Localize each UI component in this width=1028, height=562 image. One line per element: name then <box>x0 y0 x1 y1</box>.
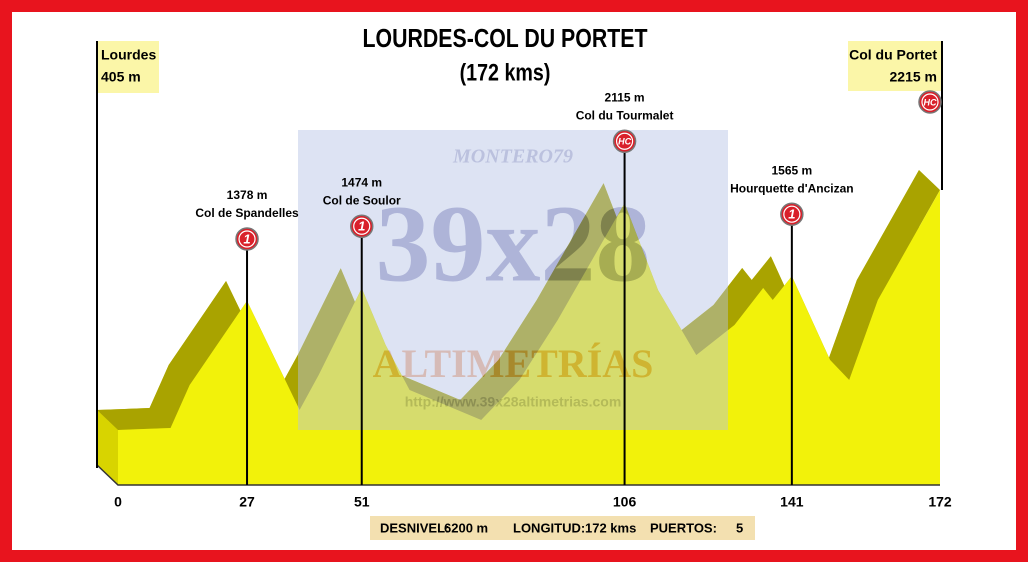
category-label: 1 <box>243 231 250 246</box>
stats-box <box>370 516 755 540</box>
end-name: Col du Portet <box>849 47 937 63</box>
end-label: 2215 m <box>890 69 937 85</box>
profile-ridge <box>97 170 940 430</box>
stat-value: 6200 m <box>444 520 488 535</box>
stat-value: 172 kms <box>585 520 636 535</box>
climb-name: Col de Soulor <box>323 193 401 207</box>
watermark-url: http://www.39x28altimetrias.com <box>405 394 622 410</box>
climb-name: Hourquette d'Ancizan <box>730 181 854 195</box>
badge-inner <box>238 230 256 248</box>
climb-elevation: 1474 m <box>341 175 382 189</box>
category-label: 1 <box>358 219 365 234</box>
watermark-bg <box>298 130 728 430</box>
stat-value: 5 <box>736 520 743 535</box>
category-label: 1 <box>788 207 795 222</box>
climb-elevation: 1565 m <box>771 163 812 177</box>
chart-subtitle: (172 kms) <box>460 58 551 85</box>
x-tick-label: 172 <box>928 494 952 510</box>
x-tick-label: 141 <box>780 494 804 510</box>
chart-title: LOURDES-COL DU PORTET <box>363 24 648 54</box>
watermark: MONTERO79 39x28 ALTIMETRÍAS http://www.3… <box>298 130 728 430</box>
climb-elevation: 2115 m <box>605 90 645 104</box>
profile-base-edge <box>96 464 940 486</box>
climb-name: Col du Tourmalet <box>576 108 674 122</box>
climb-elevation: 1378 m <box>227 188 268 202</box>
stat-label: LONGITUD: <box>513 520 585 535</box>
x-tick-label: 106 <box>613 494 637 510</box>
stat-label: PUERTOS: <box>650 520 717 535</box>
climb-name: Col de Spandelles <box>195 206 299 220</box>
start-name: Lourdes <box>101 47 156 63</box>
x-tick-label: 0 <box>114 494 122 510</box>
stat-label: DESNIVEL: <box>380 520 449 535</box>
end-box <box>848 41 942 91</box>
watermark-brand: 39x28 <box>376 182 651 304</box>
badge-inner <box>353 217 371 235</box>
badge-inner <box>921 93 939 111</box>
category-label: HC <box>924 97 937 107</box>
start-label: 405 m <box>101 69 141 85</box>
watermark-name: ALTIMETRÍAS <box>373 341 654 386</box>
profile-front <box>118 190 940 485</box>
x-tick-label: 27 <box>239 494 255 510</box>
profile <box>96 170 940 486</box>
category-label: HC <box>618 137 631 147</box>
badge-inner <box>615 132 634 150</box>
start-box <box>97 41 159 93</box>
x-tick-label: 51 <box>354 494 370 510</box>
watermark-author: MONTERO79 <box>452 146 573 168</box>
profile-side <box>97 410 118 485</box>
badge-inner <box>783 205 801 223</box>
